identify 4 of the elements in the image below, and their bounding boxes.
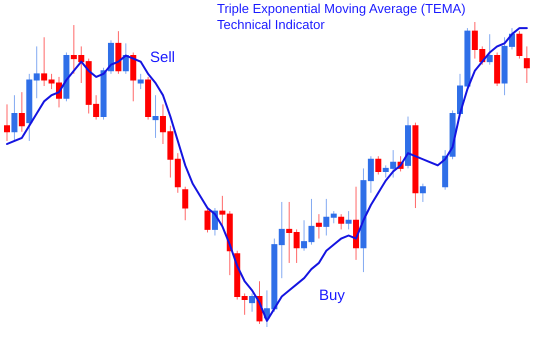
chart-subtitle: Technical Indicator xyxy=(217,17,326,32)
annotation: Sell xyxy=(150,49,176,66)
annotation: Buy xyxy=(319,287,346,304)
chart-title: Triple Exponential Moving Average (TEMA) xyxy=(217,1,466,16)
